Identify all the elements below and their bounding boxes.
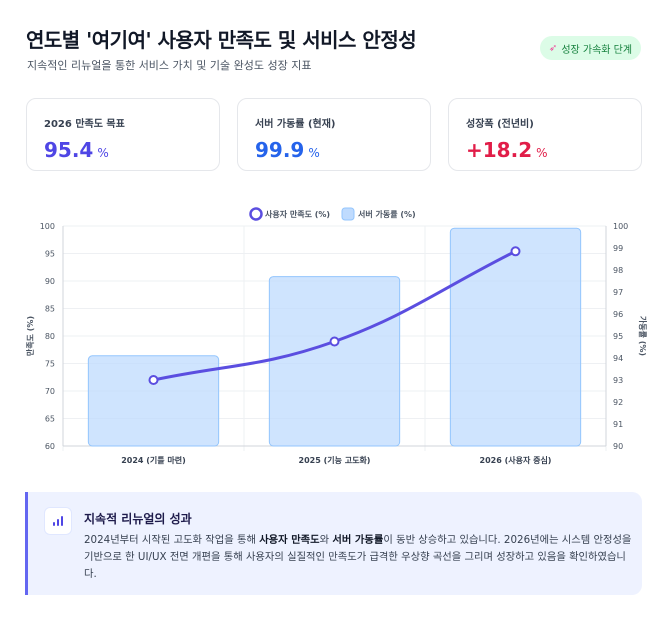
y-right-tick-label: 97	[613, 288, 623, 297]
y-left-tick-label: 80	[45, 332, 55, 341]
bar-uptime	[449, 227, 582, 447]
kpi-label: 성장폭 (전년비)	[466, 119, 534, 130]
legend-label-satisfaction: 사용자 만족도 (%)	[265, 209, 330, 219]
point-satisfaction	[148, 375, 159, 385]
combo-chart: 60 65 70 75 80 85 90 95 100 90 91 92 93 94 95 96 97 98 99 1…	[25, 207, 648, 465]
page-title: 연도별 '여기여' 사용자 만족도 및 서비스 안정성	[26, 28, 417, 52]
x-tick-label: 2024 (기틀 마련)	[121, 455, 186, 465]
y-right-tick-label: 95	[613, 332, 623, 341]
y-right-tick-label: 94	[613, 354, 623, 363]
point-satisfaction	[329, 336, 340, 347]
kpi-unit: %	[97, 146, 109, 160]
kpi-unit: %	[536, 146, 548, 160]
y-right-tick-label: 91	[613, 420, 623, 429]
y-left-tick-label: 75	[45, 360, 55, 369]
bar-chart-icon	[44, 507, 72, 535]
y-left-tick-label: 90	[45, 277, 55, 286]
bar-uptime	[268, 276, 401, 447]
y-right-tick-label: 99	[613, 244, 623, 253]
y-right-axis-title: 가동률 (%)	[638, 316, 648, 356]
legend-marker-satisfaction	[249, 207, 263, 221]
highlight-uptime: 서버 가동률	[332, 534, 384, 546]
kpi-value: +18.2	[466, 138, 533, 162]
y-right-tick-label: 90	[613, 442, 623, 451]
insight-text: 2024년부터 시작된 고도화 작업을 통해 사용자 만족도와 서버 가동률이 …	[84, 534, 632, 580]
insight-panel: 지속적 리뉴얼의 성과 2024년부터 시작된 고도화 작업을 통해 사용자 만…	[25, 492, 642, 595]
kpi-unit: %	[308, 146, 320, 160]
kpi-label: 2026 만족도 목표	[44, 119, 125, 130]
kpi-card-growth: 성장폭 (전년비) +18.2 %	[448, 98, 642, 171]
rocket-icon: ➶	[548, 42, 558, 54]
y-right-tick-label: 92	[613, 398, 623, 407]
y-left-tick-label: 65	[45, 415, 55, 424]
kpi-label: 서버 가동률 (현재)	[255, 119, 336, 130]
point-satisfaction	[510, 246, 521, 257]
insight-title: 지속적 리뉴얼의 성과	[84, 512, 192, 526]
y-left-tick-label: 70	[45, 387, 55, 396]
x-tick-label: 2026 (사용자 중심)	[480, 455, 552, 465]
kpi-value: 99.9	[255, 138, 305, 162]
status-badge: ➶ 성장 가속화 단계	[540, 36, 641, 60]
y-right-tick-label: 98	[613, 266, 623, 275]
y-right-tick-label: 93	[613, 376, 623, 385]
x-tick-label: 2025 (기능 고도화)	[299, 455, 371, 465]
kpi-value: 95.4	[44, 138, 94, 162]
kpi-card-server-uptime: 서버 가동률 (현재) 99.9 %	[237, 98, 431, 171]
legend-label-uptime: 서버 가동률 (%)	[358, 209, 416, 219]
y-left-axis-title: 만족도 (%)	[25, 316, 35, 356]
page-subtitle: 지속적인 리뉴얼을 통한 서비스 가치 및 기술 완성도 성장 지표	[27, 59, 312, 72]
y-left-tick-label: 100	[40, 222, 55, 231]
highlight-satisfaction: 사용자 만족도	[259, 534, 320, 546]
y-right-tick-label: 96	[613, 310, 623, 319]
legend-marker-uptime	[341, 207, 355, 221]
kpi-card-satisfaction-goal: 2026 만족도 목표 95.4 %	[26, 98, 220, 171]
y-left-tick-label: 95	[45, 250, 55, 259]
y-left-tick-label: 85	[45, 305, 55, 314]
y-right-tick-label: 100	[613, 222, 628, 231]
bar-uptime	[87, 355, 220, 447]
status-badge-label: 성장 가속화 단계	[561, 44, 633, 56]
y-left-tick-label: 60	[45, 442, 55, 451]
